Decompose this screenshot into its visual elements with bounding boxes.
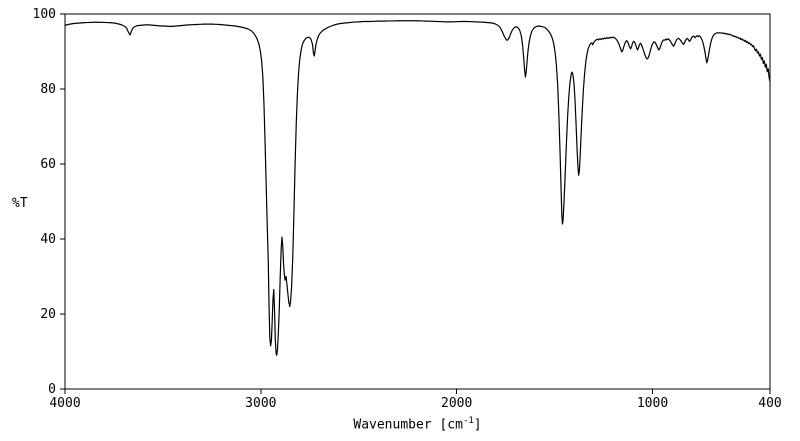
x-tick-label: 2000	[441, 396, 472, 411]
y-axis-title: %T	[12, 196, 28, 211]
y-tick-label: 100	[33, 7, 56, 22]
x-tick-label: 4000	[49, 396, 80, 411]
plot-frame	[64, 13, 771, 390]
x-axis-title-post: ]	[473, 417, 482, 433]
y-tick-label: 60	[40, 157, 56, 172]
x-tick-label: 400	[758, 396, 781, 411]
y-tick-label: 40	[40, 232, 56, 247]
x-axis-title-pre: Wavenumber [cm	[353, 417, 463, 433]
x-axis-title-sup: -1	[462, 416, 474, 426]
x-tick-label: 1000	[637, 396, 668, 411]
x-tick-label: 3000	[245, 396, 276, 411]
x-axis-title: Wavenumber [cm-1]	[65, 416, 770, 432]
spectrum-curve	[64, 20, 771, 356]
y-tick-label: 80	[40, 82, 56, 97]
y-tick-label: 20	[40, 307, 56, 322]
y-tick-label: 0	[48, 382, 56, 397]
